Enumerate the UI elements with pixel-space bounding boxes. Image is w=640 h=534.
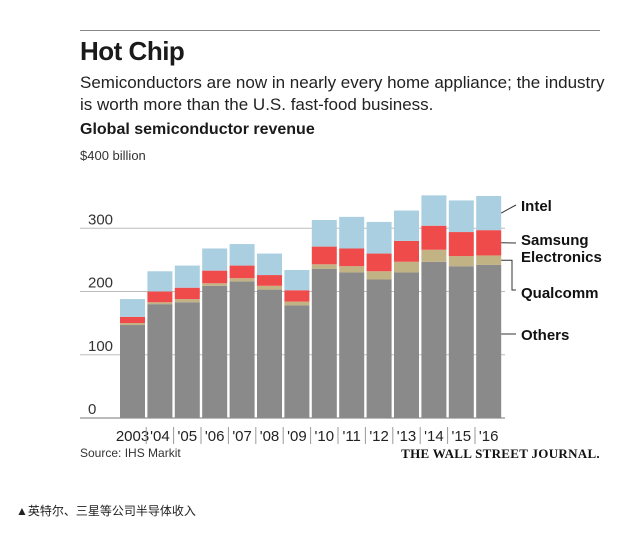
x-tick-label: '13: [397, 428, 417, 445]
bar-segment-others: [257, 289, 282, 418]
bar-segment-qualcomm: [339, 266, 365, 273]
bar-segment-samsung: [448, 232, 474, 257]
bar-segment-qualcomm: [229, 278, 255, 282]
bar-segment-intel: [284, 269, 310, 291]
bar-segment-intel: [257, 253, 282, 276]
y-axis-unit-label: $400 billion: [80, 148, 146, 163]
x-tick-label: '12: [369, 428, 389, 445]
x-tick-label: '11: [342, 428, 360, 445]
bar-segment-intel: [339, 216, 365, 249]
bar-segment-samsung: [284, 290, 310, 302]
bar-segment-qualcomm: [421, 249, 447, 262]
bar-segment-qualcomm: [120, 323, 145, 326]
bar-segment-qualcomm: [202, 283, 228, 286]
x-tick-label: '10: [315, 428, 335, 445]
bar-segment-samsung: [120, 316, 145, 324]
bar-segment-samsung: [311, 246, 337, 265]
x-tick-label: '14: [424, 428, 444, 445]
legend-label-intel: Intel: [521, 198, 552, 215]
x-tick-label: '06: [205, 428, 225, 445]
bar-segment-others: [311, 268, 337, 418]
bar-segment-others: [229, 281, 255, 418]
bar-segment-qualcomm: [476, 255, 502, 265]
bar-segment-intel: [311, 220, 337, 247]
bar-segment-others: [339, 272, 365, 418]
bar-segment-others: [120, 325, 145, 418]
y-tick-label: 0: [88, 401, 96, 418]
legend-leader-intel: [500, 204, 517, 214]
source-note: Source: IHS Markit: [80, 446, 181, 460]
x-tick-label: '07: [232, 428, 252, 445]
chart-subtitle: Semiconductors are now in nearly every h…: [80, 73, 605, 114]
bar-segment-intel: [202, 248, 228, 271]
publisher-logo: THE WALL STREET JOURNAL.: [401, 446, 600, 461]
bar-segment-samsung: [339, 248, 365, 267]
x-tick-label: '04: [150, 428, 170, 445]
bar-segment-others: [421, 261, 447, 418]
bar-segment-intel: [394, 210, 419, 241]
bar-segment-qualcomm: [174, 299, 200, 303]
bar-segment-intel: [448, 200, 474, 233]
legend-label-qualcomm: Qualcomm: [521, 285, 599, 302]
x-tick-label: '15: [452, 428, 472, 445]
bar-segment-qualcomm: [311, 264, 337, 269]
x-tick-label: 2003: [116, 428, 149, 445]
bar-segment-qualcomm: [147, 302, 173, 305]
bar-segment-intel: [120, 299, 145, 317]
bar-segment-qualcomm: [394, 261, 419, 273]
bar-segment-intel: [174, 265, 200, 288]
bar-segment-samsung: [421, 225, 447, 250]
bar-segment-qualcomm: [448, 256, 474, 267]
bar-segment-others: [394, 272, 419, 418]
bar-segment-intel: [147, 271, 173, 292]
bar-segment-intel: [366, 221, 392, 254]
bar-segment-others: [366, 279, 392, 418]
legend-label-samsung-line1: Samsung: [521, 232, 589, 249]
bar-segment-qualcomm: [284, 301, 310, 306]
y-tick-label: 100: [88, 338, 113, 355]
x-tick-label: '09: [287, 428, 307, 445]
chart-title: Global semiconductor revenue: [80, 121, 315, 138]
bar-segment-others: [476, 264, 502, 418]
legend-leader-qualcomm: [501, 259, 516, 291]
bar-segment-others: [284, 305, 310, 418]
y-tick-label: 300: [88, 211, 113, 228]
bar-segment-intel: [476, 195, 502, 231]
image-caption: ▲英特尔、三星等公司半导体收入: [16, 504, 196, 518]
bar-segment-samsung: [229, 265, 255, 279]
bar-segment-samsung: [476, 230, 502, 256]
bar-segment-qualcomm: [366, 271, 392, 280]
bar-segment-intel: [421, 195, 447, 226]
bar-segment-samsung: [394, 240, 419, 262]
bar-segment-others: [202, 285, 228, 418]
bar-segment-others: [147, 304, 173, 418]
bar-segment-samsung: [174, 287, 200, 300]
bar-segment-intel: [229, 244, 255, 266]
x-tick-label: '16: [479, 428, 499, 445]
bar-segment-samsung: [257, 275, 282, 286]
x-tick-label: '08: [260, 428, 280, 445]
bar-segment-others: [174, 302, 200, 418]
legend-label-samsung-line2: Electronics: [521, 249, 602, 266]
bar-segment-samsung: [366, 253, 392, 272]
chart-heading: Hot Chip: [80, 36, 185, 66]
x-tick-label: '05: [178, 428, 198, 445]
top-rule: [80, 30, 600, 31]
bar-segment-qualcomm: [257, 285, 282, 290]
legend-label-others: Others: [521, 327, 569, 344]
bar-segment-samsung: [202, 270, 228, 284]
y-tick-label: 200: [88, 275, 113, 292]
bar-segment-samsung: [147, 291, 173, 303]
bar-segment-others: [448, 266, 474, 418]
